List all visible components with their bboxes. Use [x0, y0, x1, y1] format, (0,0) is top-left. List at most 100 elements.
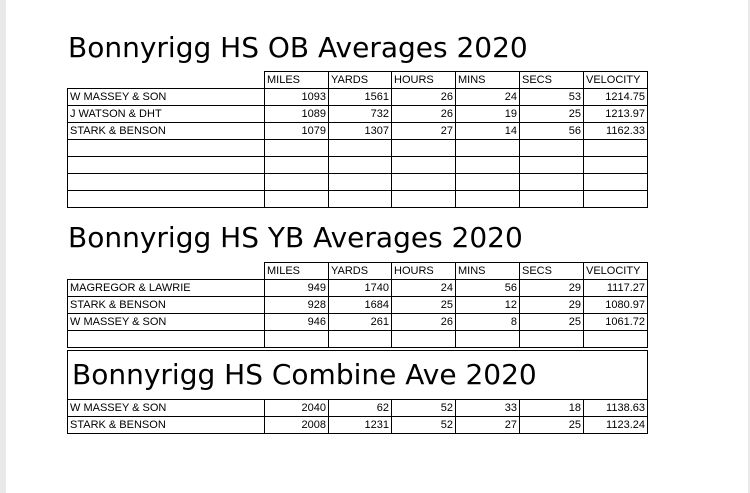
loft-name-cell: W MASSEY & SON: [67, 88, 265, 106]
empty-row: [67, 156, 648, 174]
value-cell: 1684: [328, 296, 392, 314]
empty-row: [67, 173, 648, 191]
loft-name-cell: W MASSEY & SON: [67, 313, 265, 331]
empty-cell: [583, 156, 648, 174]
loft-name-cell: STARK & BENSON: [67, 416, 265, 434]
empty-cell: [67, 173, 265, 191]
column-header: MILES: [264, 262, 329, 280]
value-cell: 1740: [328, 279, 392, 297]
value-cell: 1307: [328, 122, 392, 140]
table-row: STARK & BENSON 2008 1231 52 27 25 1123.24: [67, 416, 648, 434]
value-cell: 27: [391, 122, 456, 140]
value-cell: 24: [391, 279, 456, 297]
empty-cell: [519, 156, 584, 174]
empty-cell: [328, 330, 392, 348]
empty-cell: [67, 139, 265, 157]
empty-cell: [264, 156, 329, 174]
value-cell: 2040: [264, 399, 329, 417]
value-cell: 26: [391, 88, 456, 106]
empty-cell: [328, 139, 392, 157]
value-cell: 928: [264, 296, 329, 314]
value-cell: 33: [455, 399, 520, 417]
value-cell: 24: [455, 88, 520, 106]
empty-cell: [264, 139, 329, 157]
yb-averages-title: Bonnyrigg HS YB Averages 2020: [68, 221, 523, 254]
empty-cell: [391, 139, 456, 157]
loft-name-cell: MAGREGOR & LAWRIE: [67, 279, 265, 297]
value-cell: 29: [519, 279, 584, 297]
header-row: MILES YARDS HOURS MINS SECS VELOCITY: [67, 262, 648, 280]
empty-cell: [583, 330, 648, 348]
empty-cell: [455, 173, 520, 191]
value-cell: 26: [391, 105, 456, 123]
column-header: HOURS: [391, 71, 456, 89]
value-cell: 949: [264, 279, 329, 297]
value-cell: 52: [391, 399, 456, 417]
table-row: J WATSON & DHT 1089 732 26 19 25 1213.97: [67, 105, 648, 123]
value-cell: 732: [328, 105, 392, 123]
value-cell: 1138.63: [583, 399, 648, 417]
empty-cell: [391, 156, 456, 174]
value-cell: 25: [519, 416, 584, 434]
loft-name-cell: STARK & BENSON: [67, 296, 265, 314]
column-header: MILES: [264, 71, 329, 89]
combine-averages-table: Bonnyrigg HS Combine Ave 2020 W MASSEY & …: [67, 350, 648, 434]
value-cell: 1079: [264, 122, 329, 140]
loft-name-cell: W MASSEY & SON: [67, 399, 265, 417]
column-header: SECS: [519, 71, 584, 89]
value-cell: 18: [519, 399, 584, 417]
value-cell: 1123.24: [583, 416, 648, 434]
table-row: MAGREGOR & LAWRIE 949 1740 24 56 29 1117.27: [67, 279, 648, 297]
value-cell: 1089: [264, 105, 329, 123]
value-cell: 1213.97: [583, 105, 648, 123]
value-cell: 1117.27: [583, 279, 648, 297]
value-cell: 27: [455, 416, 520, 434]
value-cell: 12: [455, 296, 520, 314]
empty-cell: [264, 330, 329, 348]
header-blank-cell: [67, 71, 265, 89]
table-row: STARK & BENSON 1079 1307 27 14 56 1162.33: [67, 122, 648, 140]
loft-name-cell: STARK & BENSON: [67, 122, 265, 140]
column-header: VELOCITY: [583, 71, 648, 89]
column-header: YARDS: [328, 262, 392, 280]
empty-cell: [328, 156, 392, 174]
empty-cell: [583, 173, 648, 191]
empty-row: [67, 190, 648, 208]
value-cell: 53: [519, 88, 584, 106]
empty-cell: [328, 190, 392, 208]
empty-cell: [519, 330, 584, 348]
value-cell: 26: [391, 313, 456, 331]
empty-cell: [264, 173, 329, 191]
value-cell: 56: [519, 122, 584, 140]
loft-name-cell: J WATSON & DHT: [67, 105, 265, 123]
value-cell: 1214.75: [583, 88, 648, 106]
empty-cell: [519, 139, 584, 157]
column-header: SECS: [519, 262, 584, 280]
value-cell: 62: [328, 399, 392, 417]
empty-cell: [455, 156, 520, 174]
value-cell: 1061.72: [583, 313, 648, 331]
value-cell: 1080.97: [583, 296, 648, 314]
empty-cell: [583, 190, 648, 208]
empty-cell: [391, 173, 456, 191]
empty-cell: [455, 190, 520, 208]
value-cell: 29: [519, 296, 584, 314]
empty-cell: [519, 173, 584, 191]
value-cell: 1231: [328, 416, 392, 434]
empty-cell: [264, 190, 329, 208]
ob-averages-title: Bonnyrigg HS OB Averages 2020: [68, 31, 528, 64]
table-row: W MASSEY & SON 1093 1561 26 24 53 1214.75: [67, 88, 648, 106]
column-header: HOURS: [391, 262, 456, 280]
value-cell: 261: [328, 313, 392, 331]
header-row: MILES YARDS HOURS MINS SECS VELOCITY: [67, 71, 648, 89]
combine-averages-title: Bonnyrigg HS Combine Ave 2020: [67, 350, 648, 400]
value-cell: 946: [264, 313, 329, 331]
empty-cell: [391, 190, 456, 208]
empty-cell: [583, 139, 648, 157]
yb-averages-table: MILES YARDS HOURS MINS SECS VELOCITY MAGREGOR …: [67, 262, 648, 348]
column-header: YARDS: [328, 71, 392, 89]
table-row: W MASSEY & SON 2040 62 52 33 18 1138.63: [67, 399, 648, 417]
value-cell: 8: [455, 313, 520, 331]
column-header: VELOCITY: [583, 262, 648, 280]
value-cell: 25: [519, 313, 584, 331]
